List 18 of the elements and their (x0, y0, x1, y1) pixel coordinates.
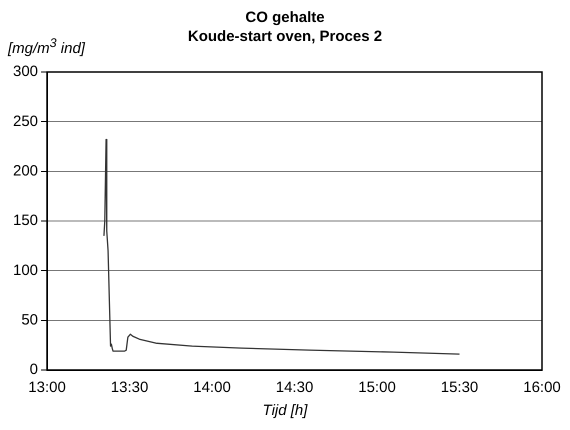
x-tick-label: 15:00 (358, 379, 396, 396)
y-tick-label: 0 (30, 361, 38, 378)
y-tick-label: 50 (21, 311, 38, 328)
y-axis-title: [mg/m$^{3}$ ind] (8, 36, 85, 57)
x-tick-label: 15:30 (440, 379, 478, 396)
x-tick-label: 14:00 (193, 379, 231, 396)
x-tick-label: 13:30 (110, 379, 148, 396)
y-tick-label: 250 (12, 112, 38, 130)
x-tick-label: 13:00 (28, 379, 66, 396)
x-axis-title: Tijd [h] (262, 402, 309, 419)
x-tick-label: 14:30 (276, 379, 314, 396)
x-tick-label: 16:00 (523, 379, 561, 396)
y-tick-label: 200 (12, 162, 38, 180)
y-tick-label: 300 (12, 63, 38, 80)
y-tick-label: 150 (12, 212, 38, 230)
chart-subtitle: Koude-start oven, Proces 2 (188, 28, 382, 45)
y-tick-label: 100 (12, 262, 38, 279)
chart-title: CO gehalte (244, 8, 326, 27)
